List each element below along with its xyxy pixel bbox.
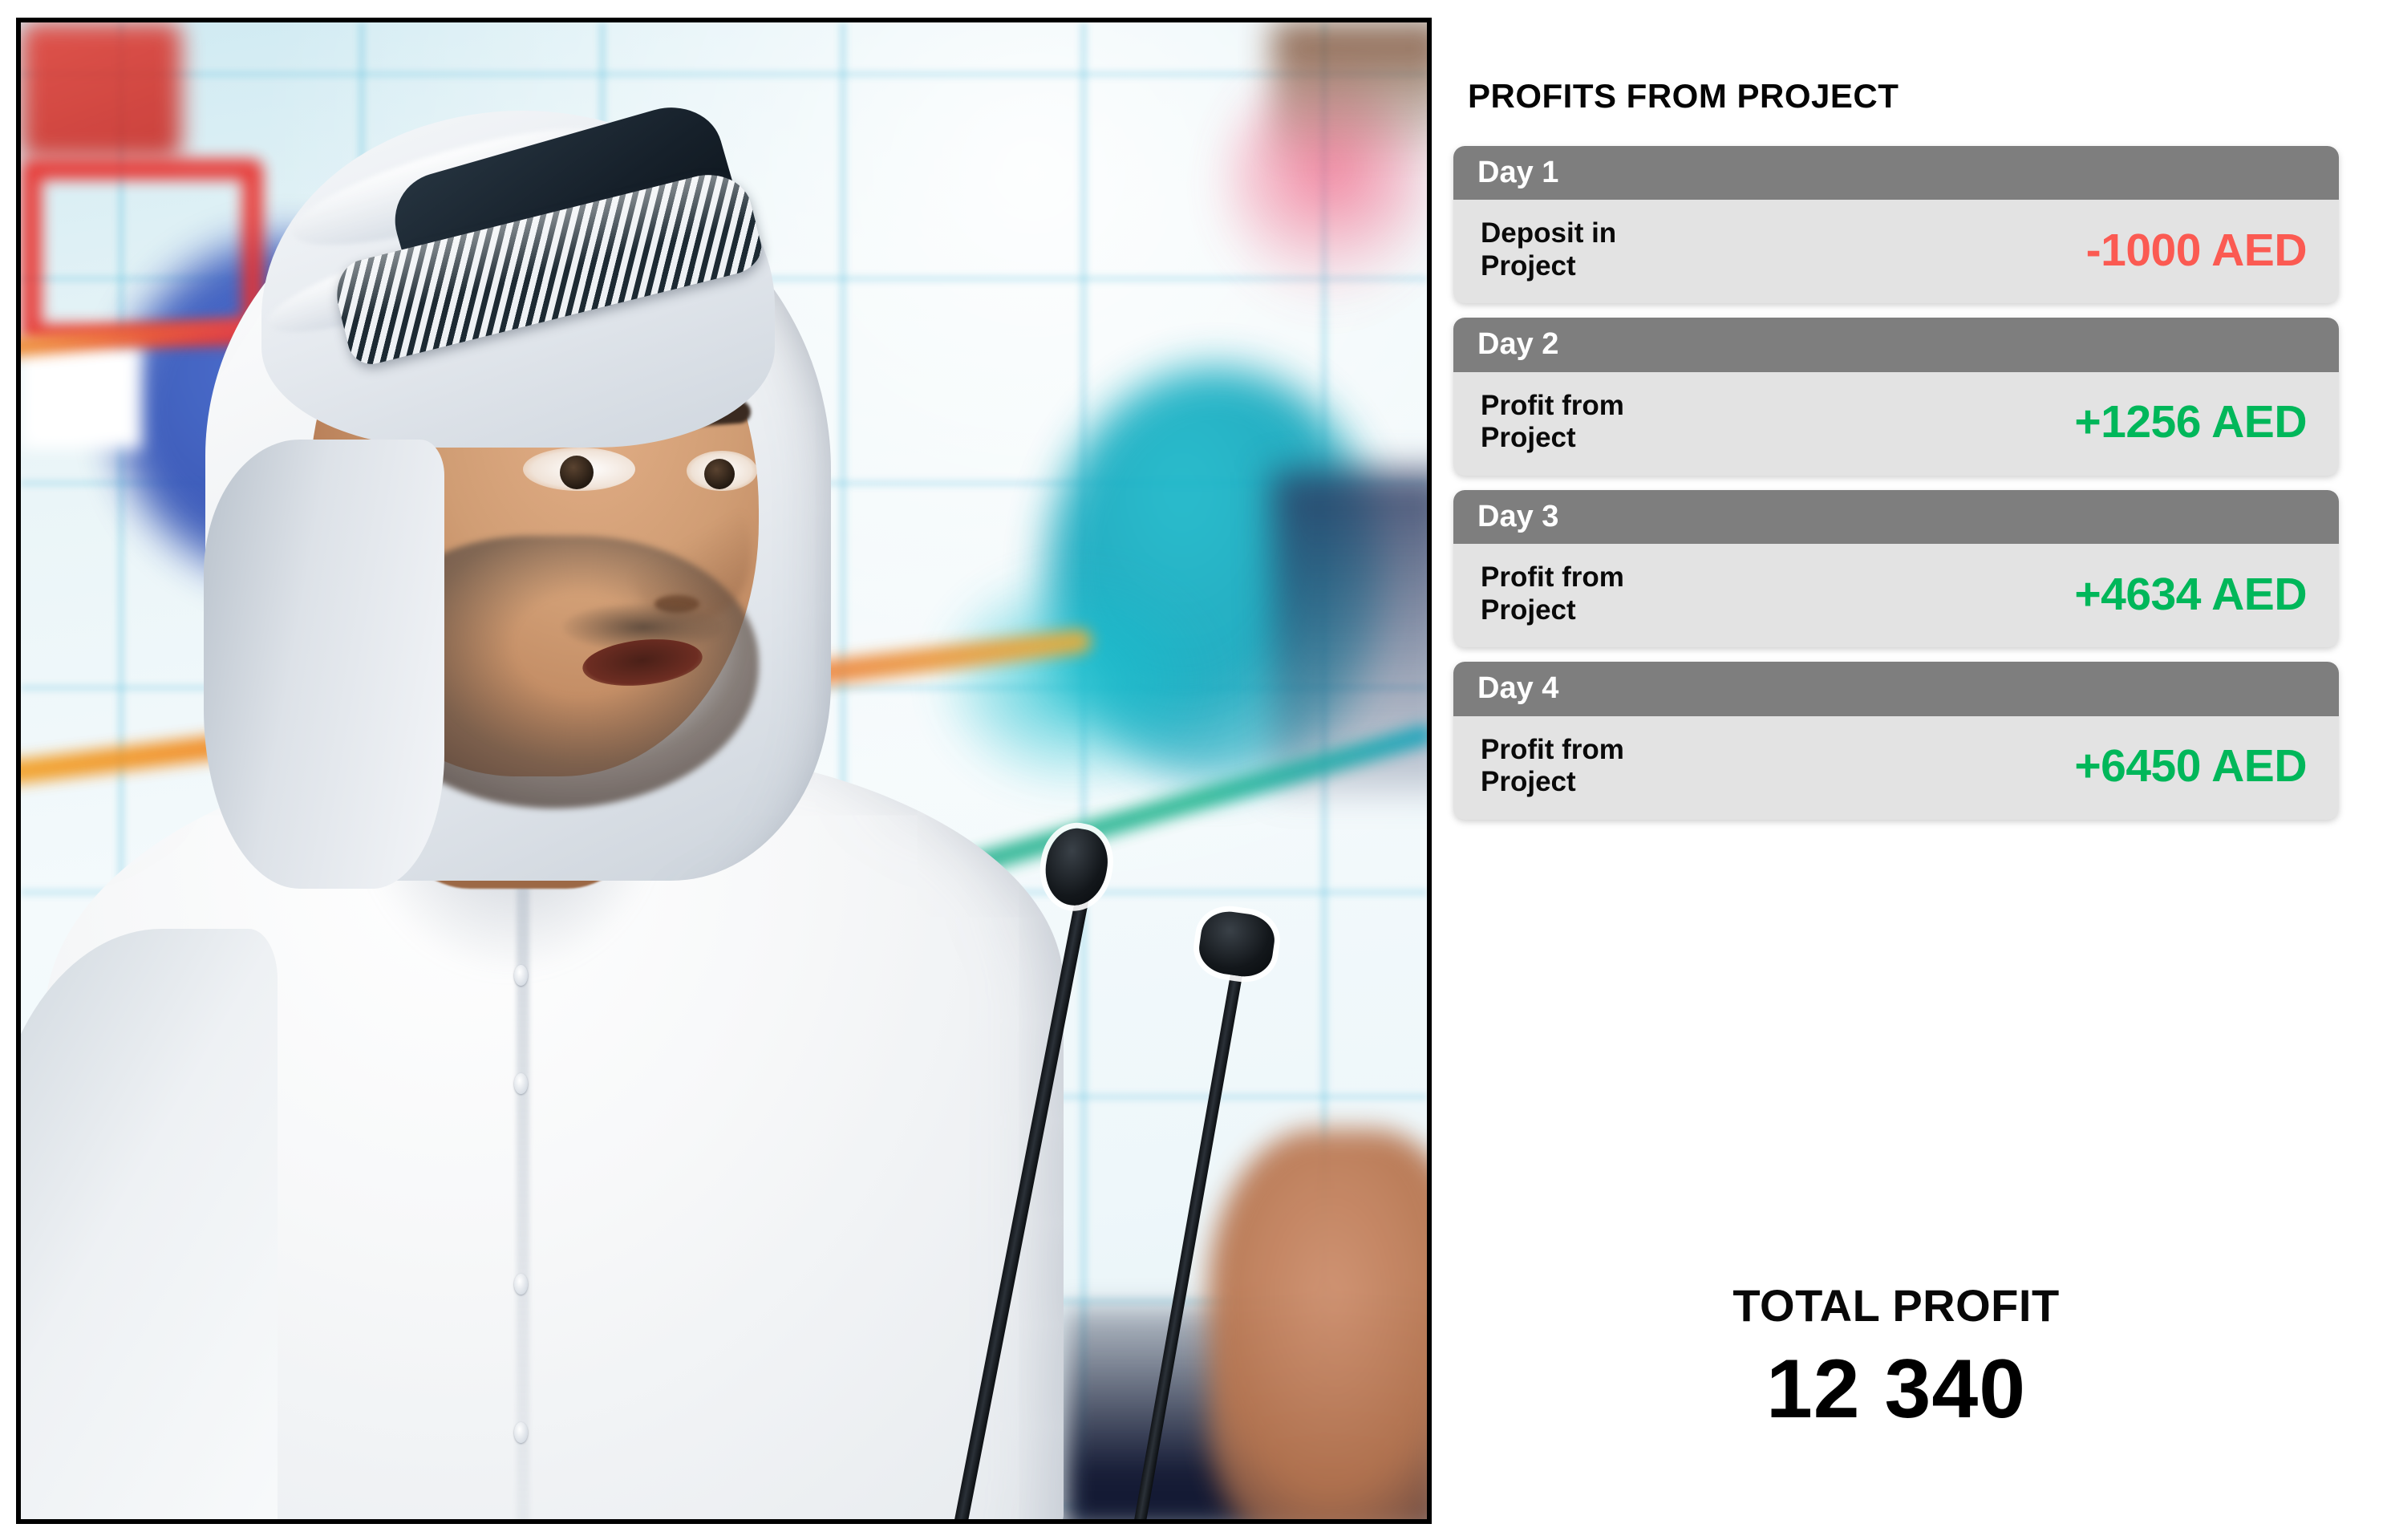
background-brown-strip <box>1272 22 1427 167</box>
day-card-amount: -1000 AED <box>2085 224 2308 276</box>
pupil-right <box>704 459 735 489</box>
microphone-head <box>1196 907 1278 981</box>
robe-button <box>514 1274 528 1295</box>
day-card-label: Profit from Project <box>1481 561 1624 626</box>
day-card-header: Day 2 <box>1453 318 2339 372</box>
day-card-label: Profit from Project <box>1481 733 1624 798</box>
robe-button <box>514 965 528 986</box>
speaker-figure <box>21 22 1427 1519</box>
background-red-outline-square <box>21 159 263 345</box>
speaker-photo <box>16 18 1432 1524</box>
left-shoulder <box>21 929 278 1519</box>
background-teal-shape-2 <box>943 576 1208 784</box>
robe-button <box>514 1073 528 1094</box>
day-card-amount: +4634 AED <box>2074 568 2307 620</box>
day-card-body: Profit from Project +6450 AED <box>1453 715 2339 820</box>
microphone-head <box>1039 824 1113 910</box>
background-white-square <box>21 345 141 449</box>
robe-button <box>514 1422 528 1443</box>
day-card-body: Profit from Project +4634 AED <box>1453 544 2339 648</box>
total-profit-value: 12 340 <box>1765 1343 2027 1436</box>
day-card-list: Day 1 Deposit in Project -1000 AED Day 2… <box>1453 146 2339 834</box>
profits-panel: PROFITS FROM PROJECT Day 1 Deposit in Pr… <box>1453 0 2391 1540</box>
day-card[interactable]: Day 2 Profit from Project +1256 AED <box>1453 318 2339 476</box>
pupil-left <box>560 456 594 489</box>
background-red-shape <box>21 22 181 159</box>
day-card-amount: +1256 AED <box>2074 396 2307 448</box>
page-title: PROFITS FROM PROJECT <box>1468 77 1899 115</box>
day-card-body: Profit from Project +1256 AED <box>1453 371 2339 476</box>
day-card[interactable]: Day 1 Deposit in Project -1000 AED <box>1453 146 2339 304</box>
day-card-header: Day 3 <box>1453 489 2339 545</box>
day-card-label: Profit from Project <box>1481 389 1624 454</box>
photo-canvas <box>21 22 1427 1519</box>
day-card-body: Deposit in Project -1000 AED <box>1453 200 2339 304</box>
day-card-label: Deposit in Project <box>1481 217 1617 282</box>
hand <box>1208 1129 1427 1519</box>
day-card-header: Day 1 <box>1453 146 2339 201</box>
day-card[interactable]: Day 3 Profit from Project +4634 AED <box>1453 489 2339 648</box>
day-card[interactable]: Day 4 Profit from Project +6450 AED <box>1453 662 2339 820</box>
robe-placket <box>517 881 529 1519</box>
total-profit-block: TOTAL PROFIT 12 340 <box>1453 1280 2339 1436</box>
total-profit-label: TOTAL PROFIT <box>1732 1280 2060 1331</box>
nose <box>630 476 751 620</box>
day-card-header: Day 4 <box>1453 662 2339 716</box>
ghutra-side-drape <box>204 440 444 889</box>
day-card-amount: +6450 AED <box>2074 740 2307 792</box>
